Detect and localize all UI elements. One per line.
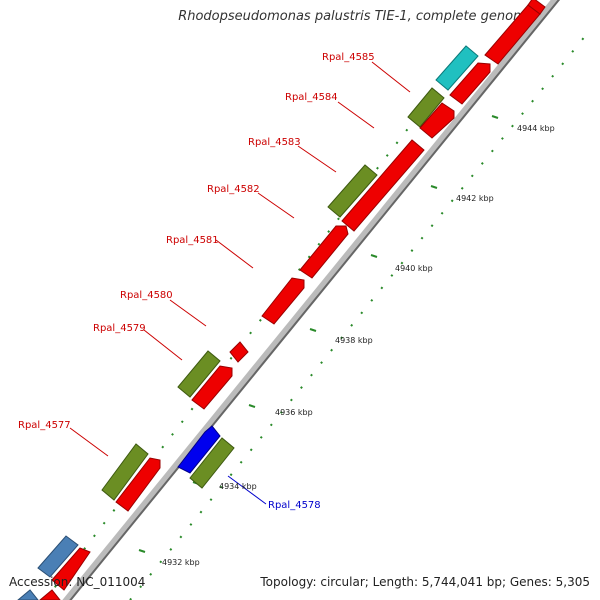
cds-feature[interactable] [527, 0, 546, 15]
gene-label-rpal-4582[interactable]: Rpal_4582 [207, 184, 260, 195]
cds-feature[interactable] [229, 341, 249, 363]
tick-label: 4934 kbp [219, 482, 257, 491]
cds-feature[interactable] [419, 102, 455, 139]
trna-feature[interactable] [435, 45, 479, 91]
genome-backbone [62, 0, 561, 600]
tick-label-group: 4932 kbp 4934 kbp 4936 kbp 4938 kbp 4940… [162, 124, 555, 567]
gene-label-rpal-4577[interactable]: Rpal_4577 [18, 420, 71, 431]
dotted-guide-inner [129, 29, 591, 600]
tick-label: 4936 kbp [275, 408, 313, 417]
features [17, 0, 546, 600]
gene-feature[interactable] [327, 164, 378, 218]
cds-feature[interactable] [341, 139, 425, 232]
genome-summary-text: Topology: circular; Length: 5,744,041 bp… [260, 575, 590, 589]
tick-label: 4940 kbp [395, 264, 433, 273]
gene-label-rpal-4585[interactable]: Rpal_4585 [322, 52, 375, 63]
label-leaders [69, 61, 411, 505]
reverse-feature[interactable] [177, 425, 221, 474]
cds-feature[interactable] [51, 547, 91, 591]
gene-feature[interactable] [189, 437, 235, 489]
gene-label-rpal-4579[interactable]: Rpal_4579 [93, 323, 146, 334]
genome-title: Rhodopseudomonas palustris TIE-1, comple… [0, 9, 600, 24]
cds-feature[interactable] [261, 277, 305, 325]
gene-label-rpal-4578[interactable]: Rpal_4578 [268, 500, 321, 511]
gene-feature[interactable] [101, 443, 149, 501]
other-feature[interactable] [37, 535, 79, 578]
cds-feature[interactable] [299, 225, 349, 279]
gene-feature[interactable] [177, 350, 221, 398]
genome-title-text: Rhodopseudomonas palustris TIE-1, comple… [178, 9, 534, 24]
tick-label: 4938 kbp [335, 336, 373, 345]
cds-feature[interactable] [191, 365, 233, 410]
gene-label-rpal-4584[interactable]: Rpal_4584 [285, 92, 338, 103]
cds-feature[interactable] [449, 62, 491, 105]
gene-label-rpal-4583[interactable]: Rpal_4583 [248, 137, 301, 148]
gene-label-group: Rpal_4585 Rpal_4584 Rpal_4583 Rpal_4582 … [18, 52, 375, 511]
gene-feature[interactable] [407, 87, 445, 128]
tick-marks [138, 115, 499, 553]
gene-label-rpal-4581[interactable]: Rpal_4581 [166, 235, 219, 246]
cds-feature[interactable] [115, 457, 161, 512]
gene-label-rpal-4580[interactable]: Rpal_4580 [120, 290, 173, 301]
tick-label: 4942 kbp [456, 194, 494, 203]
cds-feature[interactable] [39, 589, 61, 600]
other-feature[interactable] [17, 589, 39, 600]
tick-label: 4944 kbp [517, 124, 555, 133]
accession-text: Accession: NC_011004 [9, 575, 146, 589]
tick-label: 4932 kbp [162, 558, 200, 567]
